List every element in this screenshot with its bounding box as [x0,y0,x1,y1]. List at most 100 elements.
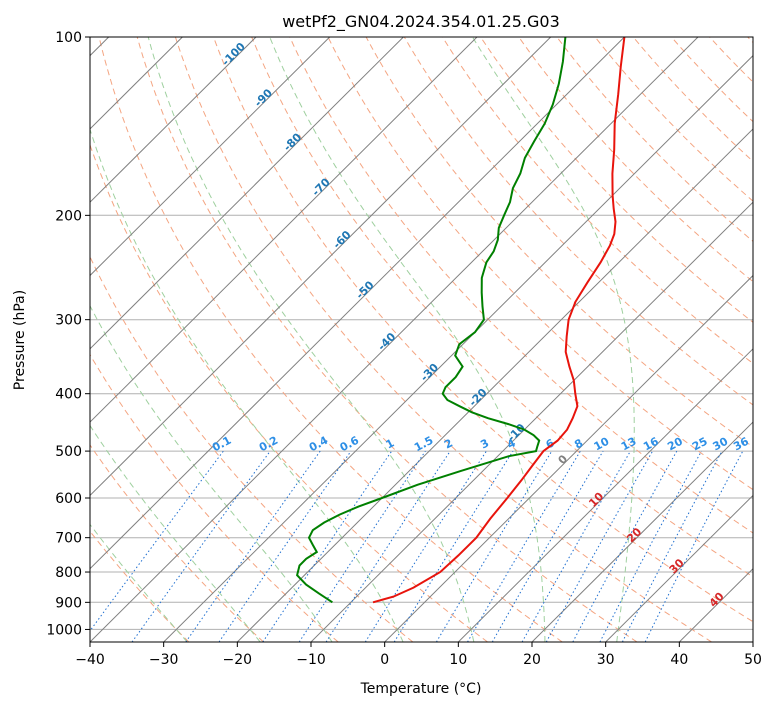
x-tick-label: 40 [670,652,688,668]
isotherm-line [752,641,753,642]
isotherm-line [90,37,699,642]
mixing-ratio-label: 36 [731,435,751,454]
y-tick-label: 300 [55,313,82,329]
isotherm-line [90,37,404,350]
plot-area: -100-90-80-70-60-50-40-30-20-10010203040… [90,37,753,642]
y-axis-ticks: 100 200 300 400 500 600 700 800 900 1000 [46,30,90,638]
dry-adiabat-line [90,444,264,642]
isotherm-label: -60 [330,228,353,251]
dry-adiabat-line [632,37,753,163]
mixing-ratio-label: 30 [711,435,731,454]
y-tick-label: 500 [55,444,82,460]
mixing-ratio-line [644,450,744,642]
profile-series [295,37,626,604]
dry-adiabat-line [747,37,753,44]
dry-adiabat-line [98,37,563,642]
moist-adiabat-line [472,37,635,642]
mixing-ratio-label: 2 [442,436,455,451]
isotherm-line [90,37,478,423]
isotherm-line [678,567,753,642]
isotherm-line [605,494,753,642]
isotherm-label: 30 [667,556,687,576]
mixing-ratio-line [491,450,604,642]
isotherm-line [310,201,753,642]
moist-adiabat-line [90,127,404,642]
mixing-ratio-label: 13 [619,435,639,454]
dry-adiabat-line [90,143,488,642]
dry-adiabat-line [90,530,190,642]
isotherm-line [531,421,753,642]
x-tick-label: 50 [744,652,762,668]
dry-adiabat-line [251,37,753,578]
x-tick-label: −10 [296,652,326,668]
isotherm-line [90,37,552,497]
mixing-ratio-label: 3 [478,436,491,451]
isotherm-line [90,37,331,277]
dry-adiabat-line [289,37,753,534]
mixing-ratio-label: 25 [690,435,710,454]
dry-adiabat-line [90,255,414,642]
dry-adiabat-line [174,37,712,642]
mixing-ratio-line [185,450,321,642]
isotherm-label: 20 [624,525,644,545]
dry-adiabat-line [671,37,753,123]
moist-adiabat-line [269,37,546,642]
mixing-ratio-line [572,450,678,642]
dry-adiabat-line [480,37,753,323]
dry-adiabat-line [213,37,753,623]
y-tick-label: 700 [55,531,82,547]
mixing-ratio-line [364,450,487,642]
dry-adiabat-line [594,37,753,202]
isotherm-line [236,128,753,642]
x-tick-label: 30 [597,652,615,668]
x-tick-label: −20 [223,652,253,668]
x-tick-label: 10 [449,652,467,668]
y-tick-label: 800 [55,565,82,581]
mixing-ratio-label: 10 [592,435,612,454]
dewpoint-series-line [295,37,567,604]
background-lines [90,37,753,642]
isotherm-label: -80 [281,130,304,153]
y-tick-label: 400 [55,387,82,403]
chart-title: wetPf2_GN04.2024.354.01.25.G03 [282,12,560,32]
isotherm-line [90,37,625,570]
mixing-ratio-line [131,450,271,642]
mixing-ratio-line [521,450,631,642]
dry-adiabat-line [327,37,753,491]
isotherm-label: -100 [219,40,248,69]
mixing-ratio-line [435,450,553,642]
mixing-ratio-line [545,450,654,642]
dry-adiabat-line [556,37,753,242]
isotherm-line [457,348,753,642]
isotherm-line [90,37,257,203]
x-tick-label: 0 [380,652,389,668]
isotherm-label: 10 [586,490,606,510]
y-tick-label: 600 [55,491,82,507]
isotherm-label: -50 [353,278,376,301]
moist-adiabat-line [90,523,188,642]
y-tick-label: 1000 [46,622,82,638]
y-tick-label: 200 [55,208,82,224]
temperature-series-line [372,37,626,604]
mixing-ratio-line [218,450,352,642]
moist-adiabat-line [90,304,333,642]
x-axis-ticks: −40 −30 −20 −10 0 10 20 30 40 50 [75,642,762,668]
isotherm-label: -20 [466,386,489,409]
x-axis-label: Temperature (°C) [360,681,482,697]
moist-adiabat-line [147,37,475,642]
x-tick-label: 20 [523,652,541,668]
moist-adiabat-line [90,424,261,642]
x-tick-label: −30 [149,652,179,668]
y-tick-label: 900 [55,595,82,611]
isotherm-line [163,54,753,642]
isotherm-label: -40 [375,330,398,353]
mixing-ratio-label: 20 [665,435,685,454]
dry-adiabat-line [403,37,753,406]
y-axis-label: Pressure (hPa) [12,290,28,390]
isotherm-label: -90 [252,86,275,109]
mixing-ratio-line [467,450,581,642]
dry-adiabat-line [442,37,753,364]
mixing-ratio-line [90,450,224,632]
mixing-ratio-line [599,450,702,642]
